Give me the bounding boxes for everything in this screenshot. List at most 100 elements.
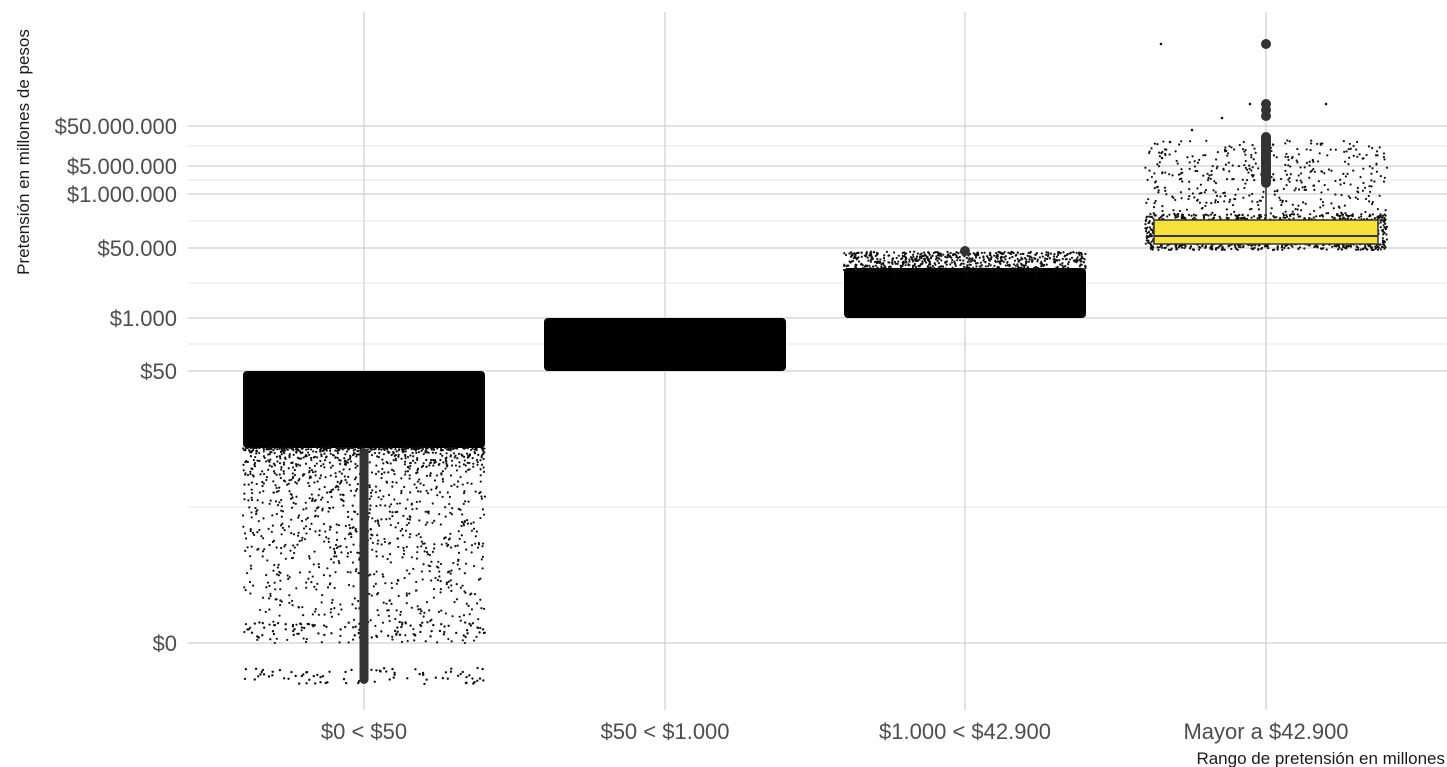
data-point [1253, 246, 1256, 249]
data-point [388, 619, 391, 623]
data-point [397, 453, 400, 457]
data-point [1280, 177, 1283, 181]
data-point [938, 266, 941, 269]
data-point [307, 622, 311, 626]
data-point [468, 461, 471, 465]
data-point [1288, 140, 1291, 143]
data-point [1327, 168, 1331, 171]
data-point [883, 259, 886, 262]
data-point [250, 511, 253, 514]
data-point [401, 623, 404, 626]
data-point [438, 513, 441, 516]
data-point [416, 457, 419, 460]
data-point [456, 563, 459, 566]
data-point [1216, 165, 1219, 168]
data-point [373, 451, 377, 455]
data-point [929, 256, 933, 259]
data-point [871, 265, 875, 268]
data-point [460, 534, 463, 537]
y-tick-label: $1.000.000 [67, 182, 177, 207]
data-point [382, 601, 385, 604]
data-point [1153, 181, 1157, 184]
data-point [1379, 219, 1382, 222]
data-point [430, 446, 434, 450]
data-point [334, 472, 337, 475]
data-point [389, 503, 393, 506]
data-point [940, 259, 943, 262]
data-point [1381, 228, 1385, 232]
data-point [263, 456, 266, 460]
data-point [323, 466, 326, 469]
data-point [1201, 245, 1204, 248]
data-point [401, 556, 404, 559]
data-point [1040, 268, 1043, 271]
data-point [1331, 215, 1334, 219]
data-point [456, 674, 460, 677]
data-point [1243, 150, 1246, 153]
data-point [941, 265, 945, 268]
data-point [420, 449, 423, 453]
data-point [293, 546, 296, 549]
data-point [395, 450, 398, 453]
data-point [482, 631, 486, 635]
data-point [473, 593, 477, 596]
data-point [293, 551, 296, 555]
data-point [1295, 159, 1298, 162]
data-point [1293, 189, 1296, 192]
data-point [300, 457, 303, 460]
data-point [241, 514, 245, 517]
data-point [1303, 166, 1306, 169]
data-point [449, 670, 453, 673]
data-point [377, 456, 380, 459]
data-point [340, 472, 343, 475]
data-point [1224, 194, 1227, 198]
data-point [385, 670, 388, 673]
data-point [984, 265, 987, 268]
data-point [1296, 147, 1299, 151]
data-point [463, 500, 467, 503]
data-point [262, 482, 265, 485]
data-point [1053, 267, 1056, 270]
data-point [405, 602, 408, 605]
data-point [439, 587, 442, 591]
data-point [400, 457, 403, 460]
data-point [1382, 233, 1385, 236]
data-point [329, 558, 333, 561]
data-point [427, 564, 430, 567]
data-point [316, 456, 319, 459]
data-point [439, 523, 442, 526]
data-point [1349, 245, 1353, 248]
data-point [1258, 199, 1261, 202]
data-point [416, 605, 419, 608]
data-point [1048, 256, 1051, 260]
data-point [1383, 158, 1386, 161]
data-point [327, 540, 330, 543]
data-point [993, 267, 996, 270]
data-point [292, 533, 296, 536]
data-point [301, 447, 304, 450]
data-point [255, 510, 258, 513]
data-point [1006, 268, 1009, 271]
data-point [435, 641, 439, 644]
data-point [969, 260, 972, 263]
data-point [250, 481, 253, 484]
data-point [282, 450, 285, 453]
data-point [450, 589, 453, 592]
data-point [1270, 176, 1273, 179]
data-point [299, 464, 302, 467]
data-point [1008, 263, 1011, 267]
data-point [385, 602, 388, 605]
data-point [328, 528, 331, 531]
data-point [381, 458, 384, 461]
data-point [305, 586, 308, 589]
data-point [334, 543, 338, 547]
data-point [410, 448, 413, 451]
data-point [1241, 178, 1244, 181]
data-point [1378, 146, 1381, 149]
data-point [1148, 215, 1151, 218]
data-point [461, 670, 464, 674]
data-point [1169, 248, 1172, 252]
data-point [1211, 248, 1214, 251]
data-point [252, 459, 255, 462]
data-point [412, 633, 415, 636]
